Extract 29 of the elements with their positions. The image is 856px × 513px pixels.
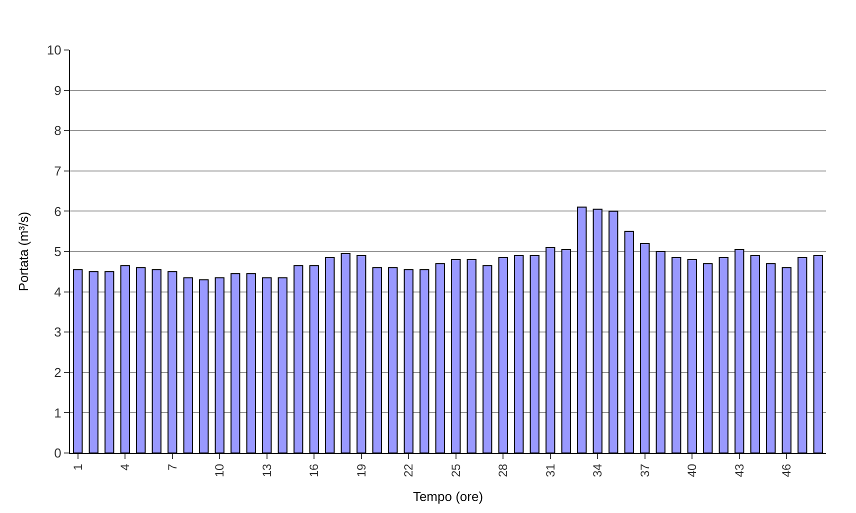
x-tick-label: 7: [165, 463, 180, 470]
y-tick-label: 6: [54, 204, 62, 219]
x-tick-label: 37: [638, 463, 652, 478]
y-axis-title: Portata (m³/s): [16, 212, 31, 292]
x-tick-label: 22: [402, 463, 416, 478]
y-tick-label: 2: [54, 364, 62, 380]
x-tick-label: 40: [685, 463, 700, 478]
x-tick-label: 1: [70, 463, 85, 470]
y-tick-label: 8: [54, 123, 62, 138]
y-tick-label: 4: [54, 284, 62, 300]
x-tick-label: 31: [543, 463, 558, 478]
y-tick-label: 3: [54, 324, 62, 340]
y-tick-label: 0: [54, 446, 62, 461]
x-tick-label: 4: [118, 463, 132, 470]
x-tick-label: 46: [780, 463, 794, 478]
x-axis-title: Tempo (ore): [412, 488, 484, 504]
x-tick-label: 43: [732, 463, 746, 478]
x-tick-label: 16: [307, 463, 322, 478]
x-tick-label: 10: [212, 463, 227, 478]
x-tick-label: 25: [448, 463, 463, 478]
x-tick-label: 34: [590, 463, 605, 478]
y-tick-label: 9: [54, 82, 62, 98]
x-tick-label: 13: [260, 463, 274, 478]
y-tick-label: 5: [54, 244, 62, 260]
y-tick-label: 10: [46, 42, 62, 58]
y-tick-label: 1: [54, 405, 62, 420]
x-tick-label: 19: [354, 463, 368, 478]
x-tick-label: 28: [496, 463, 510, 478]
y-tick-label: 7: [54, 163, 62, 178]
